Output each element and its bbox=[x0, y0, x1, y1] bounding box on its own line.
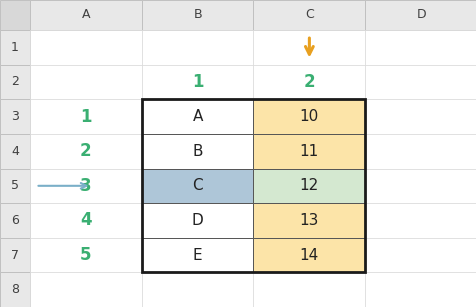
Bar bbox=[141, 272, 253, 307]
Bar bbox=[365, 272, 476, 307]
Bar bbox=[253, 169, 365, 203]
Bar bbox=[30, 0, 141, 30]
Bar bbox=[141, 134, 253, 169]
Text: A: A bbox=[192, 109, 202, 124]
Bar bbox=[253, 238, 365, 272]
Bar bbox=[253, 65, 365, 99]
Text: 8: 8 bbox=[11, 283, 19, 296]
Bar bbox=[30, 238, 141, 272]
Text: B: B bbox=[192, 144, 202, 159]
Text: 2: 2 bbox=[11, 76, 19, 88]
Text: 6: 6 bbox=[11, 214, 19, 227]
Bar bbox=[0, 272, 30, 307]
Bar bbox=[253, 203, 365, 238]
Bar bbox=[253, 0, 365, 30]
Text: 1: 1 bbox=[80, 107, 91, 126]
Text: 3: 3 bbox=[11, 110, 19, 123]
Text: C: C bbox=[304, 9, 313, 21]
Bar bbox=[30, 30, 141, 65]
Bar bbox=[0, 134, 30, 169]
Bar bbox=[141, 238, 253, 272]
Text: 10: 10 bbox=[299, 109, 318, 124]
Text: 2: 2 bbox=[303, 73, 315, 91]
Text: 12: 12 bbox=[299, 178, 318, 193]
Bar bbox=[141, 238, 253, 272]
Text: 5: 5 bbox=[80, 246, 91, 264]
Text: 3: 3 bbox=[80, 177, 91, 195]
Bar bbox=[141, 169, 253, 203]
Bar bbox=[30, 99, 141, 134]
Bar bbox=[253, 30, 365, 65]
Bar bbox=[141, 134, 253, 169]
Bar bbox=[141, 99, 253, 134]
Text: 13: 13 bbox=[299, 213, 318, 228]
Bar bbox=[141, 30, 253, 65]
Bar bbox=[0, 99, 30, 134]
Text: 1: 1 bbox=[11, 41, 19, 54]
Text: E: E bbox=[192, 247, 202, 262]
Bar bbox=[30, 272, 141, 307]
Bar bbox=[141, 65, 253, 99]
Bar bbox=[30, 65, 141, 99]
Bar bbox=[365, 134, 476, 169]
Bar bbox=[30, 134, 141, 169]
Text: 14: 14 bbox=[299, 247, 318, 262]
Bar bbox=[365, 0, 476, 30]
Bar bbox=[253, 272, 365, 307]
Bar bbox=[253, 203, 365, 238]
Bar bbox=[365, 30, 476, 65]
Bar bbox=[365, 203, 476, 238]
Bar bbox=[141, 99, 253, 134]
Text: 2: 2 bbox=[80, 142, 91, 160]
Bar bbox=[0, 203, 30, 238]
Bar bbox=[0, 169, 30, 203]
Bar bbox=[0, 238, 30, 272]
Bar bbox=[0, 0, 30, 30]
Bar bbox=[253, 169, 365, 203]
Text: 7: 7 bbox=[11, 249, 19, 262]
Bar bbox=[253, 99, 365, 134]
Text: D: D bbox=[191, 213, 203, 228]
Bar bbox=[141, 99, 365, 272]
Bar bbox=[30, 169, 141, 203]
Bar bbox=[141, 169, 253, 203]
Text: 11: 11 bbox=[299, 144, 318, 159]
Text: D: D bbox=[416, 9, 425, 21]
Text: 5: 5 bbox=[11, 179, 19, 192]
Bar bbox=[30, 203, 141, 238]
Text: 1: 1 bbox=[191, 73, 203, 91]
Text: A: A bbox=[81, 9, 90, 21]
Bar bbox=[365, 99, 476, 134]
Bar bbox=[141, 203, 253, 238]
Text: 4: 4 bbox=[80, 212, 91, 229]
Text: C: C bbox=[192, 178, 202, 193]
Bar bbox=[141, 203, 253, 238]
Bar bbox=[365, 169, 476, 203]
Text: 4: 4 bbox=[11, 145, 19, 158]
Bar bbox=[253, 134, 365, 169]
Bar bbox=[253, 238, 365, 272]
Bar bbox=[253, 134, 365, 169]
Bar bbox=[0, 30, 30, 65]
Bar bbox=[0, 65, 30, 99]
Bar bbox=[141, 0, 253, 30]
Bar bbox=[365, 65, 476, 99]
Bar bbox=[365, 238, 476, 272]
Bar bbox=[253, 99, 365, 134]
Text: B: B bbox=[193, 9, 201, 21]
